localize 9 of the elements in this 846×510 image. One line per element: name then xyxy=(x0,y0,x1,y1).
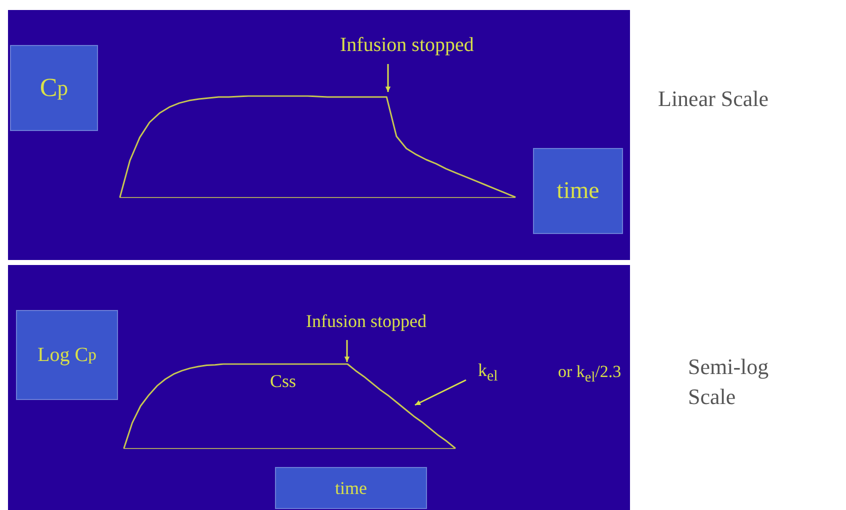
text: k$_{el}$ xyxy=(478,360,498,386)
text: or k$_{el}$/2.3 xyxy=(558,362,622,386)
x-axis-title: time xyxy=(275,467,427,509)
annotation: Css xyxy=(270,371,296,392)
text: Linear Scale xyxy=(658,85,770,113)
text: Infusion stopped xyxy=(306,311,426,332)
text: Semi-log Scale xyxy=(688,353,770,411)
text: Infusion stopped xyxy=(340,34,474,57)
x-axis-title: time xyxy=(533,148,623,234)
